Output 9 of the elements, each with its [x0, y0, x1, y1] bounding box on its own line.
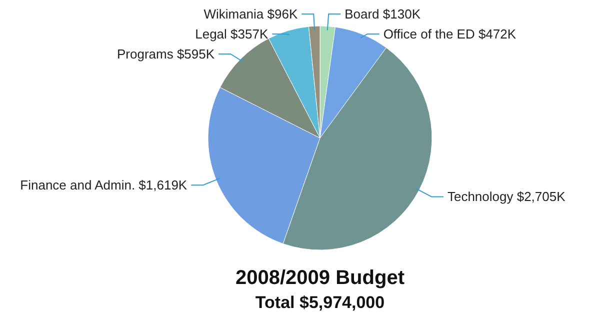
slice-label: Programs $595K: [116, 46, 215, 62]
slice-label: Technology $2,705K: [447, 189, 566, 204]
slice-label: Wikimania $96K: [204, 6, 298, 22]
slice-label: Office of the ED $472K: [383, 26, 516, 42]
slice-label: Board $130K: [344, 6, 421, 22]
slice-label: Finance and Admin. $1,619K: [20, 178, 188, 193]
slice-label: Legal $357K: [195, 26, 268, 42]
text: 2008/2009 Budget: [236, 267, 405, 289]
text: Total $5,974,000: [255, 293, 385, 312]
